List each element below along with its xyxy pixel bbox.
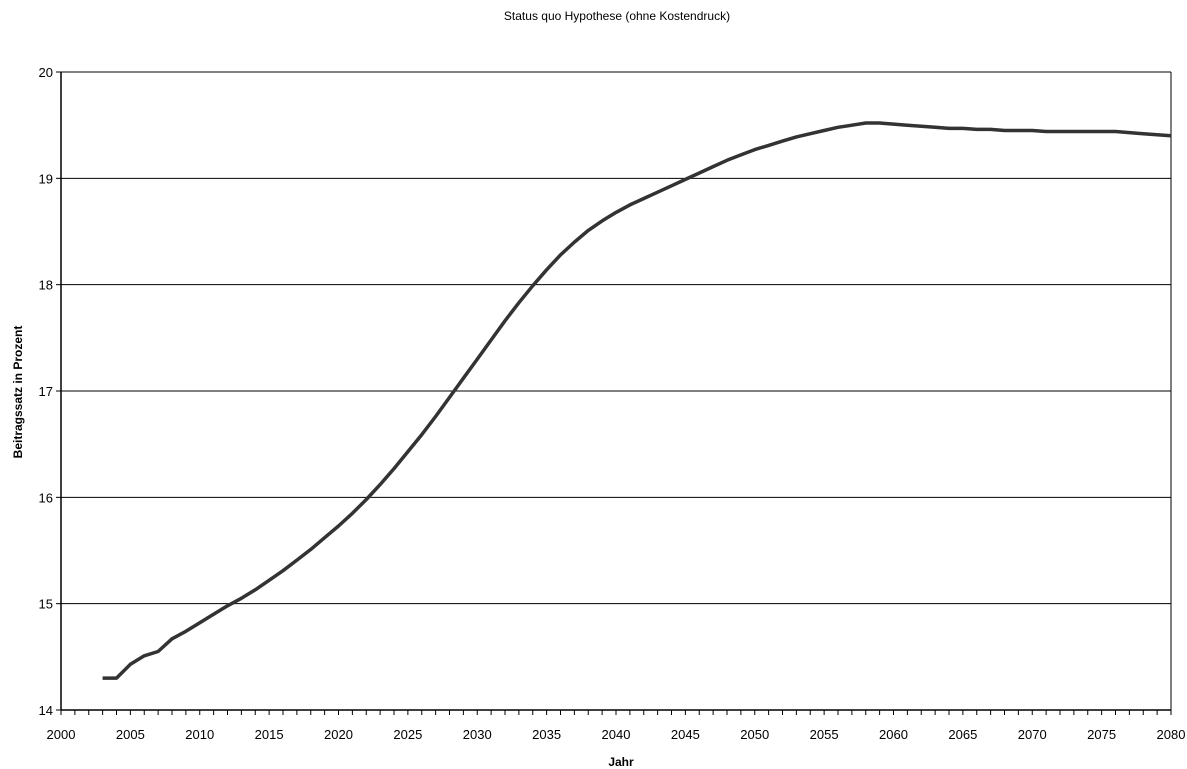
axes: [56, 71, 1172, 715]
gridlines: [61, 71, 1171, 605]
x-tick-label-2000: 2000: [47, 727, 76, 742]
x-tick-label-2050: 2050: [740, 727, 769, 742]
x-tick-label-2040: 2040: [602, 727, 631, 742]
y-tick-label-14: 14: [39, 703, 53, 718]
x-tick-label-2005: 2005: [116, 727, 145, 742]
x-tick-label-2055: 2055: [810, 727, 839, 742]
x-tick-label-2035: 2035: [532, 727, 561, 742]
x-tick-label-2020: 2020: [324, 727, 353, 742]
x-tick-label-2010: 2010: [185, 727, 214, 742]
series-line-0: [102, 121, 1172, 680]
x-tick-label-2075: 2075: [1087, 727, 1116, 742]
x-tick-label-2070: 2070: [1018, 727, 1047, 742]
y-tick-label-20: 20: [39, 65, 53, 80]
x-tick-label-2065: 2065: [948, 727, 977, 742]
y-tick-label-18: 18: [39, 278, 53, 293]
chart-title: Status quo Hypothese (ohne Kostendruck): [504, 9, 730, 23]
y-tick-label-19: 19: [39, 171, 53, 186]
y-tick-label-15: 15: [39, 597, 53, 612]
x-tick-label-2025: 2025: [393, 727, 422, 742]
x-tick-label-2030: 2030: [463, 727, 492, 742]
x-tick-label-2060: 2060: [879, 727, 908, 742]
tick-labels: 14 15 16 17 18 19 20 2000 2005 2010 2015 2020 2025 20…: [39, 65, 1186, 742]
x-tick-label-2045: 2045: [671, 727, 700, 742]
x-tick-label-2015: 2015: [255, 727, 284, 742]
y-axis-title: Beitragssatz in Prozent: [11, 326, 25, 459]
y-tick-label-16: 16: [39, 490, 53, 505]
y-tick-label-17: 17: [39, 384, 53, 399]
x-axis-title: Jahr: [608, 755, 634, 769]
x-tick-label-2080: 2080: [1157, 727, 1186, 742]
series-layer: [102, 121, 1172, 680]
